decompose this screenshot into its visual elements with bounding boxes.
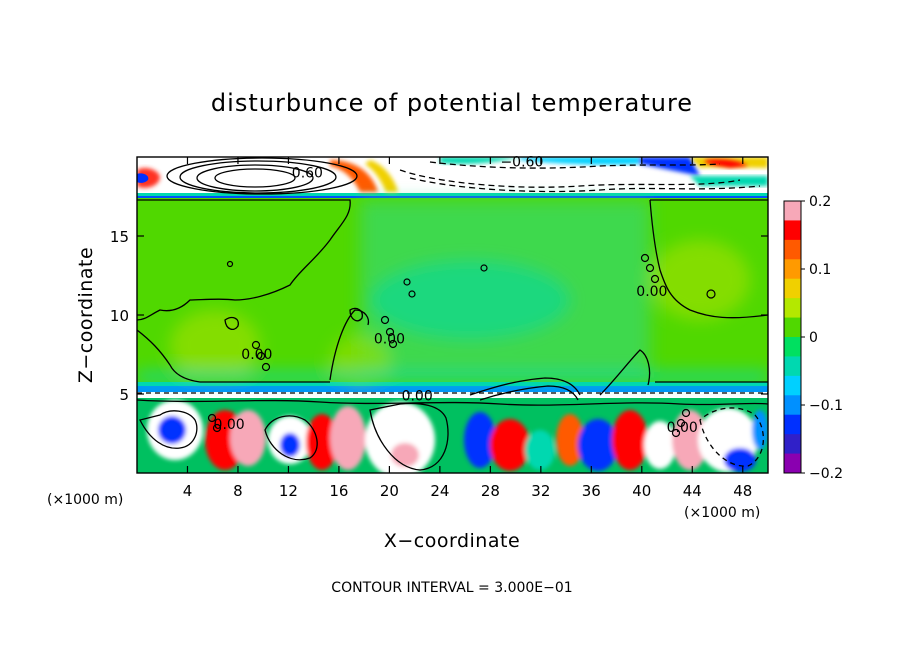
colorbar-swatch: [784, 317, 801, 338]
x-tick-label: 36: [582, 482, 601, 500]
upper-band: [137, 157, 768, 198]
x-tick-label: 16: [329, 482, 348, 500]
colorbar-swatch: [784, 375, 801, 396]
y-tick-label: 15: [110, 228, 129, 246]
colorbar-swatch: [784, 298, 801, 319]
x-tick-label: 8: [233, 482, 243, 500]
colorbar-swatch: [784, 434, 801, 455]
y-axis-label: Z−coordinate: [75, 247, 97, 383]
contour-label: 0.00: [667, 420, 698, 436]
colorbar-swatch: [784, 453, 801, 474]
contour-dots: [207, 253, 716, 438]
colorbar-swatch: [784, 395, 801, 416]
colorbar-tick-label: −0.2: [809, 466, 843, 482]
contour-label: 0.00: [241, 347, 272, 363]
contour-label: 0.00: [374, 331, 405, 347]
contour-label: 0.00: [214, 417, 245, 433]
y-tick-label: 5: [119, 386, 129, 404]
x-unit-right: (×1000 m): [684, 505, 760, 521]
contour-label: 0.60: [292, 166, 323, 182]
colorbar-swatch: [784, 220, 801, 241]
contour-label: 0.00: [402, 388, 433, 404]
x-tick-label: 12: [279, 482, 298, 500]
y-axis: 5 10 15: [110, 228, 768, 404]
colorbar-swatch: [784, 259, 801, 280]
y-tick-label: 10: [110, 307, 129, 325]
colorbar-swatch: [784, 239, 801, 260]
x-tick-label: 40: [632, 482, 651, 500]
colorbar-swatch: [784, 201, 801, 221]
colorbar-tick-label: 0.2: [809, 194, 831, 210]
colorbar-swatch: [784, 278, 801, 299]
contours: [137, 157, 768, 471]
plot-area: [137, 157, 768, 473]
x-tick-label: 28: [481, 482, 500, 500]
x-axis-label: X−coordinate: [384, 530, 520, 552]
mid-field: [137, 200, 768, 385]
x-tick-label: 20: [380, 482, 399, 500]
lower-band: [137, 382, 768, 473]
colorbar: 0.2 0.1 0 −0.1 −0.2: [783, 194, 843, 482]
colorbar-tick-label: 0.1: [809, 262, 831, 278]
x-tick-label: 24: [430, 482, 449, 500]
contour-labels: −0.60 0.60 0.00 0.00 0.00 0.00 0.00 0.00: [214, 154, 698, 435]
colorbar-tick-label: −0.1: [809, 398, 843, 414]
colorbar-swatch: [784, 356, 801, 377]
x-axis: 4 8 12 16 20 24 28 32 36 40 44 48: [183, 157, 752, 500]
chart-title: disturbunce of potential temperature: [211, 89, 693, 117]
contour-label: −0.60: [500, 154, 543, 170]
colorbar-swatch: [784, 337, 801, 357]
x-unit-left: (×1000 m): [47, 492, 123, 508]
x-tick-label: 4: [183, 482, 193, 500]
contour-label: 0.00: [636, 284, 667, 300]
colorbar-swatch: [784, 414, 801, 435]
colorbar-tick-label: 0: [809, 330, 818, 346]
x-tick-label: 48: [733, 482, 752, 500]
contour-interval-note: CONTOUR INTERVAL = 3.000E−01: [331, 580, 572, 596]
x-tick-label: 32: [531, 482, 550, 500]
x-tick-label: 44: [683, 482, 702, 500]
